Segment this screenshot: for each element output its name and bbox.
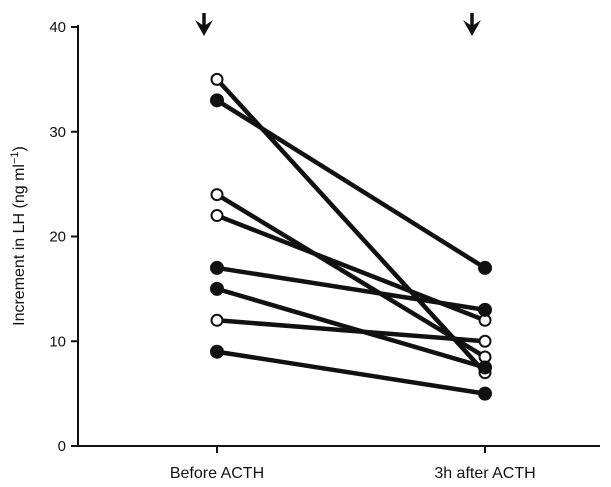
arrows-group bbox=[195, 13, 481, 36]
series-4-point-1 bbox=[210, 209, 224, 223]
series-group bbox=[210, 72, 492, 401]
series-2-point-1 bbox=[210, 93, 224, 108]
y-axis-label: Increment in LH (ng ml−1) bbox=[9, 146, 28, 326]
arrow-head-1 bbox=[195, 20, 213, 36]
series-8-point-2 bbox=[478, 386, 492, 401]
series-8-point-1 bbox=[210, 344, 224, 359]
series-6-point-2 bbox=[478, 360, 492, 375]
series-5-point-2 bbox=[478, 302, 492, 317]
series-1-point-1 bbox=[210, 72, 224, 86]
x-tick-label: Before ACTH bbox=[170, 465, 264, 482]
y-tick-label: 40 bbox=[49, 19, 66, 36]
y-tick-label: 30 bbox=[49, 124, 66, 141]
y-tick-label: 0 bbox=[58, 438, 66, 455]
series-line-8 bbox=[214, 349, 488, 396]
series-5-point-1 bbox=[210, 260, 224, 275]
arrow-head-2 bbox=[463, 20, 481, 36]
series-line-2 bbox=[214, 98, 488, 271]
series-line-3 bbox=[214, 192, 488, 360]
series-2-point-2 bbox=[478, 260, 492, 275]
x-tick-label: 3h after ACTH bbox=[434, 465, 535, 482]
series-line-5 bbox=[214, 265, 488, 313]
series-line-6 bbox=[214, 286, 488, 370]
axes: 0 10 20 30 40 Before ACTH 3h after ACTH bbox=[49, 19, 600, 482]
series-6-point-1 bbox=[210, 281, 224, 296]
y-tick-label: 20 bbox=[49, 229, 66, 246]
series-3-point-1 bbox=[210, 188, 224, 202]
series-7-point-2 bbox=[478, 334, 492, 348]
series-7-point-1 bbox=[210, 313, 224, 327]
y-tick-label: 10 bbox=[49, 333, 66, 350]
series-line-7 bbox=[214, 318, 488, 344]
